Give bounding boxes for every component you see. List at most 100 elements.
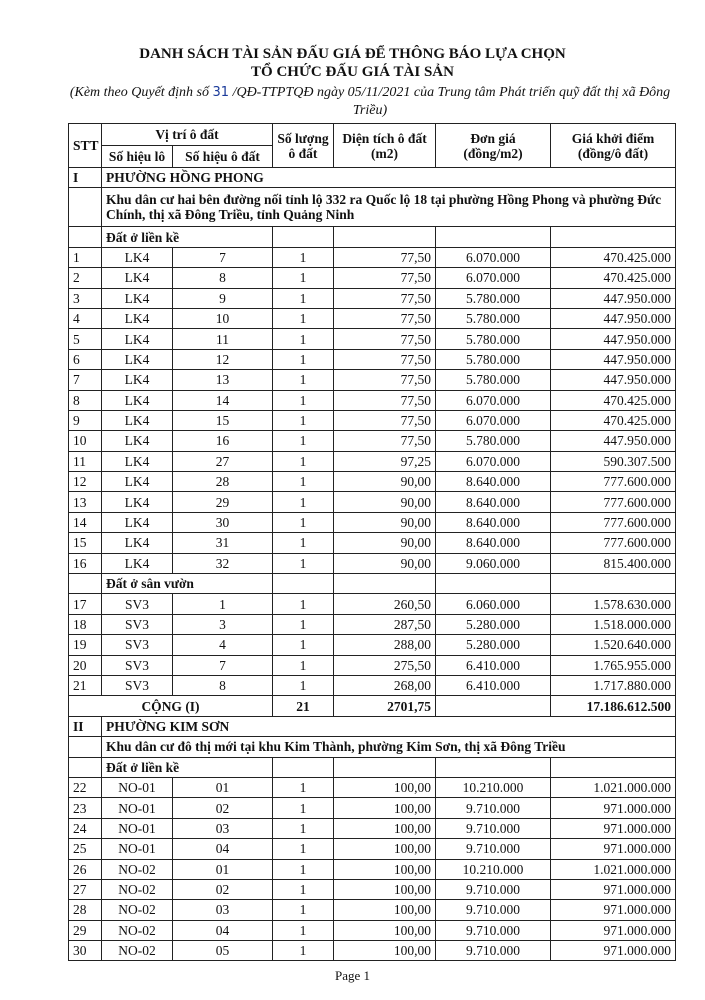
cell: 447.950.000 — [550, 369, 676, 391]
cell: 447.950.000 — [550, 287, 676, 309]
cell: 100,00 — [333, 878, 436, 901]
cell: 03 — [172, 817, 273, 840]
cell: 1 — [272, 919, 334, 942]
data-row: 7 LK4 13 1 77,50 5.780.000 447.950.000 — [68, 369, 676, 391]
cell: 7 — [68, 369, 102, 391]
cell: 100,00 — [333, 919, 436, 942]
cell: 971.000.000 — [550, 919, 676, 942]
cell: 77,50 — [333, 369, 436, 391]
cell: LK4 — [101, 389, 173, 411]
cell: 01 — [172, 858, 273, 880]
group-row: Đất ở liền kề — [68, 226, 676, 248]
cell: LK4 — [101, 328, 173, 350]
cell: LK4 — [101, 287, 173, 309]
cell: SV3 — [101, 593, 173, 615]
header-cell: Vị trí ô đất — [101, 123, 273, 146]
cell: 77,50 — [333, 307, 436, 330]
data-row: 27 NO-02 02 1 100,00 9.710.000 971.000.000 — [68, 878, 676, 901]
cell — [272, 573, 334, 595]
cell: 90,00 — [333, 552, 436, 575]
cell: 18 — [68, 613, 102, 636]
cell: 275,50 — [333, 654, 436, 676]
cell — [435, 756, 551, 778]
cell: 1 — [272, 430, 334, 452]
data-row: 10 LK4 16 1 77,50 5.780.000 447.950.000 — [68, 430, 676, 452]
cell: 13 — [68, 491, 102, 513]
cell: LK4 — [101, 450, 173, 473]
cell: NO-02 — [101, 940, 173, 962]
cell: 1 — [272, 471, 334, 493]
section-row: I PHƯỜNG HỒNG PHONG — [68, 166, 676, 189]
cell: 10 — [172, 307, 273, 330]
data-row: 9 LK4 15 1 77,50 6.070.000 470.425.000 — [68, 409, 676, 432]
data-row: 16 LK4 32 1 90,00 9.060.000 815.400.000 — [68, 552, 676, 575]
cell: 22 — [68, 776, 102, 799]
cell: 1 — [272, 389, 334, 411]
cell: 8.640.000 — [435, 511, 551, 534]
cell: 447.950.000 — [550, 328, 676, 350]
subtitle: (Kèm theo Quyết định số 31 /QĐ-TTPTQĐ ng… — [60, 84, 680, 120]
group-row: Đất ở liền kề — [68, 756, 676, 778]
cell — [68, 226, 102, 248]
cell: NO-02 — [101, 899, 173, 921]
asset-table: STT Vị trí ô đất Số lượng ô đất Diện tíc… — [68, 123, 676, 962]
cell: 1 — [272, 328, 334, 350]
cell: 10.210.000 — [435, 776, 551, 799]
cell: NO-01 — [101, 838, 173, 860]
cell: LK4 — [101, 511, 173, 534]
data-row: 17 SV3 1 1 260,50 6.060.000 1.578.630.000 — [68, 593, 676, 615]
cell: 1.021.000.000 — [550, 858, 676, 880]
cell: 9.710.000 — [435, 817, 551, 840]
cell: 14 — [68, 511, 102, 534]
cell: 470.425.000 — [550, 267, 676, 289]
cell: 470.425.000 — [550, 389, 676, 411]
cell: 8 — [172, 674, 273, 697]
cell: 9.710.000 — [435, 919, 551, 942]
data-row: 15 LK4 31 1 90,00 8.640.000 777.600.000 — [68, 532, 676, 554]
cell: 1.717.880.000 — [550, 674, 676, 697]
cell: 21 — [68, 674, 102, 697]
header-cell: Giá khởi điểm (đồng/ô đất) — [550, 123, 676, 168]
cell: 470.425.000 — [550, 409, 676, 432]
section-name: PHƯỜNG HỒNG PHONG — [101, 166, 676, 189]
cell: 8.640.000 — [435, 532, 551, 554]
cell: NO-01 — [101, 776, 173, 799]
header-cell: STT — [68, 123, 102, 168]
cell: 27 — [172, 450, 273, 473]
data-row: 23 NO-01 02 1 100,00 9.710.000 971.000.000 — [68, 797, 676, 819]
cell: NO-01 — [101, 797, 173, 819]
cell: SV3 — [101, 613, 173, 636]
cell: 100,00 — [333, 797, 436, 819]
cell: 1.765.955.000 — [550, 654, 676, 676]
group-row: Đất ở sân vườn — [68, 573, 676, 595]
cell: 9.710.000 — [435, 797, 551, 819]
cell: 1 — [272, 552, 334, 575]
data-row: 3 LK4 9 1 77,50 5.780.000 447.950.000 — [68, 287, 676, 309]
cell: 13 — [172, 369, 273, 391]
cell: 77,50 — [333, 287, 436, 309]
cell: 1.520.640.000 — [550, 634, 676, 656]
data-row: 25 NO-01 04 1 100,00 9.710.000 971.000.000 — [68, 838, 676, 860]
cell: 100,00 — [333, 776, 436, 799]
cell: 971.000.000 — [550, 797, 676, 819]
cell: 27 — [68, 878, 102, 901]
cell: 1 — [172, 593, 273, 615]
cell: 10 — [68, 430, 102, 452]
cell: 3 — [172, 613, 273, 636]
cell: 971.000.000 — [550, 838, 676, 860]
data-row: 21 SV3 8 1 268,00 6.410.000 1.717.880.000 — [68, 674, 676, 697]
cell: 1 — [272, 654, 334, 676]
data-row: 8 LK4 14 1 77,50 6.070.000 470.425.000 — [68, 389, 676, 411]
cell: 01 — [172, 776, 273, 799]
cell: 1 — [272, 491, 334, 513]
cell: 5.780.000 — [435, 369, 551, 391]
cell: 971.000.000 — [550, 817, 676, 840]
section-number: II — [68, 715, 102, 738]
cell: 2 — [68, 267, 102, 289]
cell: 100,00 — [333, 899, 436, 921]
header-cell: Đơn giá (đồng/m2) — [435, 123, 551, 168]
cell — [435, 573, 551, 595]
cell: 12 — [172, 348, 273, 371]
cell: 02 — [172, 797, 273, 819]
